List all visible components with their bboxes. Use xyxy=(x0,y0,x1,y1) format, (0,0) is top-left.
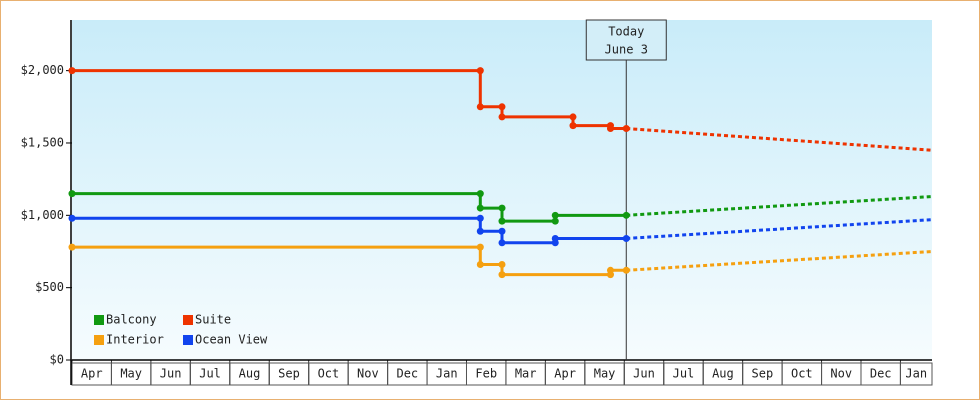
x-tick-label: Dec xyxy=(870,367,892,381)
price-point xyxy=(606,125,614,133)
legend-label: Balcony xyxy=(106,313,157,327)
legend-label: Ocean View xyxy=(195,333,268,347)
x-tick-label: Jul xyxy=(673,367,695,381)
x-tick-label: Jun xyxy=(633,367,655,381)
x-tick-label: Jul xyxy=(199,367,221,381)
legend-swatch xyxy=(94,335,104,345)
forecast-line xyxy=(626,218,933,240)
legend-label: Suite xyxy=(195,313,231,327)
legend-swatch xyxy=(183,335,193,345)
y-tick-label: $500 xyxy=(35,280,64,294)
x-tick-label: Jun xyxy=(160,367,182,381)
today-box xyxy=(585,19,667,61)
price-point xyxy=(476,67,484,75)
x-tick-label: Aug xyxy=(712,367,734,381)
price-point xyxy=(622,125,630,133)
legend-label: Interior xyxy=(106,333,164,347)
x-tick-label: Dec xyxy=(396,367,418,381)
forecast-line xyxy=(626,127,933,152)
price-point xyxy=(476,190,484,198)
price-point xyxy=(68,243,76,251)
legend-swatch xyxy=(94,315,104,325)
price-point xyxy=(498,113,506,121)
chart-layer: $0 $500 $1,000 $1,500 $2,000 Apr May Jun Jul Aug S… xyxy=(21,19,933,386)
price-point xyxy=(498,217,506,225)
y-tick-label: $2,000 xyxy=(21,63,64,77)
price-point xyxy=(551,211,559,219)
price-point xyxy=(476,261,484,269)
price-point xyxy=(498,239,506,247)
x-tick-label: Apr xyxy=(81,367,103,381)
price-point xyxy=(476,214,484,222)
price-point xyxy=(476,204,484,212)
price-point xyxy=(498,271,506,279)
price-point xyxy=(476,227,484,235)
price-point xyxy=(68,67,76,75)
price-point xyxy=(622,266,630,274)
y-tick-label: $1,500 xyxy=(21,135,64,149)
x-tick-label: May xyxy=(120,367,142,381)
x-tick-label: Mar xyxy=(515,367,537,381)
price-point xyxy=(498,261,506,269)
forecast-line xyxy=(626,249,933,272)
forecast-line xyxy=(626,195,933,217)
price-point xyxy=(622,211,630,219)
today-label: Today xyxy=(608,25,644,39)
price-point xyxy=(551,217,559,225)
today-label: June 3 xyxy=(605,43,648,57)
x-tick-label: Feb xyxy=(475,367,497,381)
price-point xyxy=(476,103,484,111)
x-tick-label: Sep xyxy=(278,367,300,381)
legend-swatch xyxy=(183,315,193,325)
x-tick-label: Aug xyxy=(239,367,261,381)
x-tick-label: Oct xyxy=(318,367,340,381)
price-point xyxy=(622,234,630,242)
price-point xyxy=(498,103,506,111)
x-tick-label: Oct xyxy=(791,367,813,381)
price-point xyxy=(606,266,614,274)
month-box xyxy=(899,362,933,386)
y-tick-label: $0 xyxy=(50,353,64,367)
x-tick-label: Jan xyxy=(905,367,927,381)
price-point xyxy=(68,190,76,198)
x-tick-label: Sep xyxy=(752,367,774,381)
x-tick-label: Nov xyxy=(357,367,379,381)
price-point xyxy=(498,227,506,235)
x-tick-label: May xyxy=(594,367,616,381)
plot-area xyxy=(72,20,932,360)
price-point xyxy=(498,204,506,212)
price-point xyxy=(569,113,577,121)
x-tick-label: Apr xyxy=(554,367,576,381)
x-tick-label: Nov xyxy=(830,367,852,381)
y-tick-label: $1,000 xyxy=(21,208,64,222)
price-point xyxy=(476,243,484,251)
price-point xyxy=(68,214,76,222)
price-point xyxy=(569,122,577,130)
x-tick-label: Jan xyxy=(436,367,458,381)
price-point xyxy=(551,234,559,242)
